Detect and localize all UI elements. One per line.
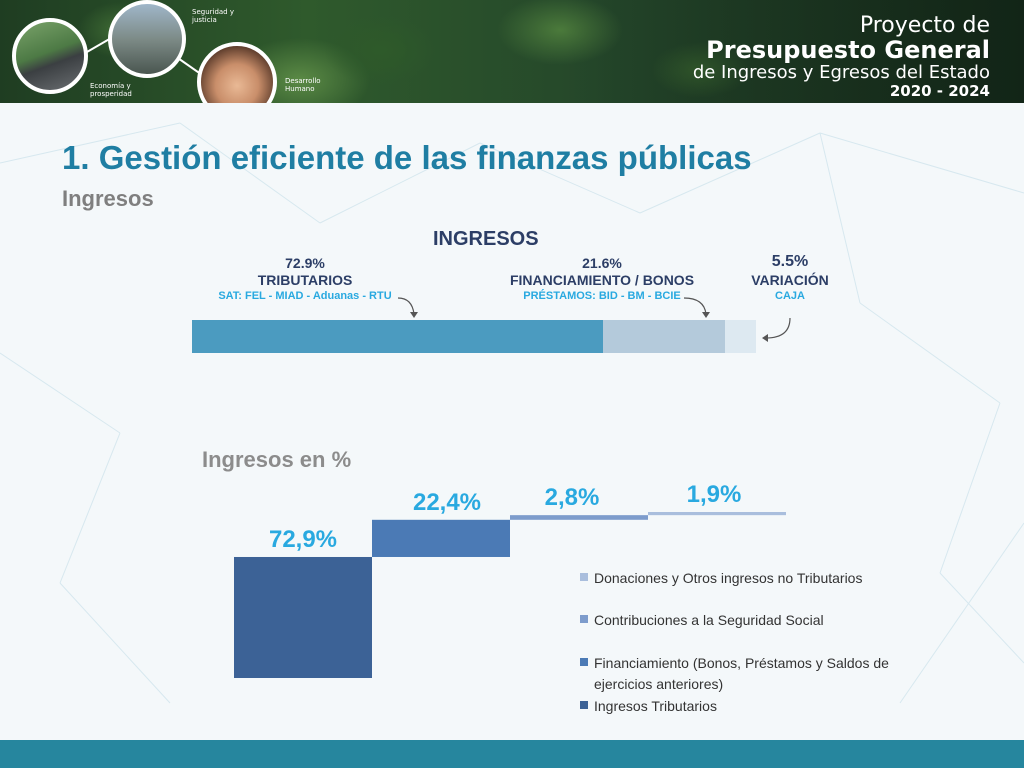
segment-pct: 5.5%	[771, 253, 809, 270]
waterfall-value-label-2: 22,4%	[413, 489, 481, 516]
stacked-bar	[192, 320, 756, 353]
waterfall-bar-3	[510, 515, 648, 520]
legend-item-financiamiento: Financiamiento (Bonos, Préstamos y Saldo…	[580, 653, 940, 695]
segment-name: FINANCIAMIENTO / BONOS	[509, 272, 695, 288]
page-title: 1. Gestión eficiente de las finanzas púb…	[62, 139, 752, 176]
segment-label-variacion: 5.5% VARIACIÓN CAJA	[740, 252, 840, 303]
waterfall-bar-2	[372, 519, 510, 557]
background-network	[0, 122, 1024, 704]
segment-pct: 72.9%	[285, 255, 325, 271]
waterfall-value-label-3: 2,8%	[545, 484, 600, 511]
legend-label: Contribuciones a la Seguridad Social	[594, 612, 824, 628]
security-photo	[108, 0, 186, 78]
brand-line-1: Proyecto de	[859, 13, 990, 38]
segment-label-tributarios: 72.9% TRIBUTARIOS SAT: FEL - MIAD - Adua…	[210, 255, 400, 303]
legend-label: Donaciones y Otros ingresos no Tributari…	[594, 570, 863, 586]
caption-desarrollo: Desarrollo Humano	[285, 77, 321, 93]
chart-title-ingresos: INGRESOS	[433, 228, 539, 250]
segment-desc: CAJA	[775, 290, 805, 302]
segment-label-financiamiento: 21.6% FINANCIAMIENTO / BONOS PRÉSTAMOS: …	[498, 255, 706, 303]
legend-swatch	[580, 573, 588, 581]
legend-item-tributarios: Ingresos Tributarios	[580, 696, 940, 717]
waterfall-bar-1	[234, 556, 372, 678]
legend-item-contribuciones: Contribuciones a la Seguridad Social	[580, 610, 940, 631]
segment-name: VARIACIÓN	[751, 272, 829, 288]
caption-economia: Economía y prosperidad	[90, 82, 132, 98]
caption-seguridad: Seguridad y justicia	[192, 8, 234, 24]
segment-desc: SAT: FEL - MIAD - Aduanas - RTU	[218, 290, 392, 302]
header-banner: Seguridad y justicia Economía y prosperi…	[0, 0, 1024, 103]
brand-line-3: de Ingresos y Egresos del Estado	[692, 62, 990, 83]
segment-pct: 21.6%	[582, 255, 622, 271]
legend-label: Financiamiento (Bonos, Préstamos y Saldo…	[594, 655, 889, 692]
waterfall-bar-4	[648, 512, 786, 516]
legend-label: Ingresos Tributarios	[594, 698, 717, 714]
footer-bar	[0, 740, 1024, 768]
stacked-bar-segment-2	[603, 320, 725, 353]
waterfall-value-label-1: 72,9%	[269, 526, 337, 553]
legend-swatch	[580, 701, 588, 709]
brand-line-2: Presupuesto General	[706, 36, 990, 64]
brand-line-4: 2020 - 2024	[889, 82, 990, 100]
stacked-bar-segment-3	[725, 320, 756, 353]
human-development-photo	[197, 42, 277, 103]
waterfall-value-label-4: 1,9%	[687, 481, 742, 508]
segment-name: TRIBUTARIOS	[257, 272, 353, 288]
chart-title-ingresos-pct: Ingresos en %	[202, 447, 352, 472]
legend-swatch	[580, 658, 588, 666]
economy-photo	[12, 18, 88, 94]
legend-swatch	[580, 615, 588, 623]
legend-item-donaciones: Donaciones y Otros ingresos no Tributari…	[580, 568, 940, 589]
stacked-bar-segment-1	[192, 320, 603, 353]
page-subtitle: Ingresos	[62, 186, 154, 211]
segment-desc: PRÉSTAMOS: BID - BM - BCIE	[523, 290, 681, 302]
brand-block: Proyecto de Presupuesto General de Ingre…	[692, 13, 990, 100]
